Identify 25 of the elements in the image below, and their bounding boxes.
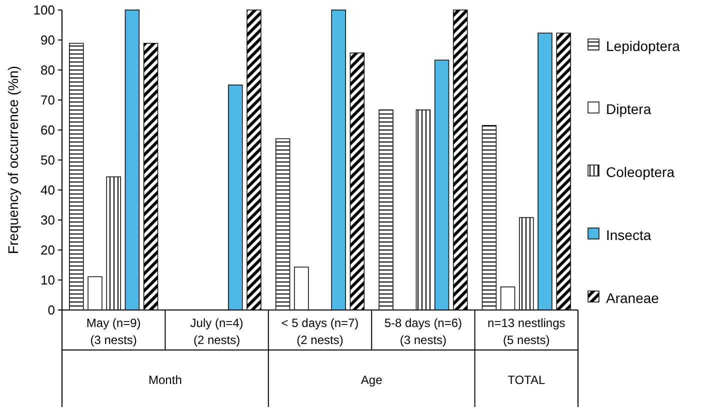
legend-label: Diptera xyxy=(606,100,652,117)
x-tick-label: n=13 nestlings (5 nests) xyxy=(488,316,566,347)
text: TOTAL xyxy=(508,373,546,387)
y-tick-label: 10 xyxy=(40,272,55,288)
y-tick-label: 100 xyxy=(33,2,55,18)
legend-label: Araneae xyxy=(606,290,660,306)
legend-label: Lepidoptera xyxy=(606,38,680,54)
legend-label: Coleoptera xyxy=(606,164,675,180)
x-tick-label: < 5 days (n=7) (2 nests) xyxy=(281,316,359,347)
y-tick-label: 90 xyxy=(40,32,55,48)
y-tick-label: 20 xyxy=(40,242,55,258)
y-tick-label: 60 xyxy=(40,122,55,138)
y-tick-label: 80 xyxy=(40,62,55,78)
text: Month xyxy=(148,373,182,387)
y-tick-label: 50 xyxy=(40,152,55,168)
legend-label: Insecta xyxy=(606,226,652,243)
y-tick-label: 70 xyxy=(40,92,55,108)
y-tick-label: 30 xyxy=(40,212,55,228)
x-tick-label: 5-8 days (n=6) (3 nests) xyxy=(384,316,462,347)
y-axis-title: Frequency of occurrence (%n) xyxy=(5,66,21,254)
x-tick-label: May (n=9) (3 nests) xyxy=(86,316,141,347)
text: Age xyxy=(360,373,383,387)
x-tick-label: July (n=4) (2 nests) xyxy=(190,316,244,347)
y-tick-label: 0 xyxy=(48,302,55,318)
y-tick-label: 40 xyxy=(40,182,55,198)
